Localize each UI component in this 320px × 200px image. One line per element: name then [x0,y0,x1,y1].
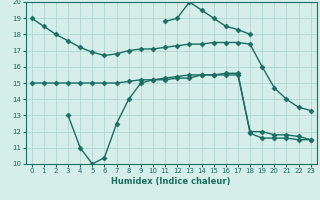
X-axis label: Humidex (Indice chaleur): Humidex (Indice chaleur) [111,177,231,186]
